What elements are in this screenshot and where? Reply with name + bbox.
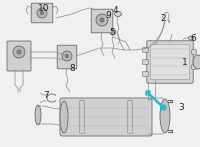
FancyBboxPatch shape	[151, 45, 190, 80]
FancyBboxPatch shape	[192, 50, 196, 54]
Ellipse shape	[193, 55, 200, 69]
Circle shape	[17, 50, 21, 54]
Text: 7: 7	[43, 91, 49, 100]
FancyBboxPatch shape	[147, 41, 193, 83]
FancyBboxPatch shape	[143, 48, 148, 52]
Text: 9: 9	[105, 10, 111, 20]
Ellipse shape	[188, 36, 194, 40]
Text: 2: 2	[160, 14, 166, 22]
FancyBboxPatch shape	[7, 41, 31, 71]
Text: 3: 3	[178, 103, 184, 112]
Circle shape	[40, 11, 44, 15]
FancyBboxPatch shape	[31, 3, 53, 23]
Text: 8: 8	[69, 64, 75, 72]
Text: 5: 5	[109, 27, 115, 36]
Text: 6: 6	[190, 34, 196, 42]
Circle shape	[62, 51, 72, 61]
Ellipse shape	[110, 30, 116, 35]
Text: 4: 4	[112, 5, 118, 15]
Text: 10: 10	[38, 4, 50, 12]
FancyBboxPatch shape	[91, 9, 113, 33]
Point	[161, 106, 165, 108]
Circle shape	[13, 46, 25, 58]
FancyBboxPatch shape	[146, 91, 150, 95]
FancyBboxPatch shape	[192, 65, 196, 69]
Circle shape	[96, 14, 108, 26]
Circle shape	[37, 8, 47, 18]
Circle shape	[66, 55, 68, 57]
Ellipse shape	[160, 99, 170, 133]
Text: 1: 1	[182, 57, 188, 66]
FancyBboxPatch shape	[57, 45, 77, 69]
FancyBboxPatch shape	[60, 98, 152, 136]
Ellipse shape	[114, 11, 122, 16]
FancyBboxPatch shape	[143, 60, 148, 64]
Ellipse shape	[60, 101, 68, 133]
FancyBboxPatch shape	[143, 72, 148, 76]
Circle shape	[100, 18, 104, 22]
Ellipse shape	[35, 105, 41, 125]
